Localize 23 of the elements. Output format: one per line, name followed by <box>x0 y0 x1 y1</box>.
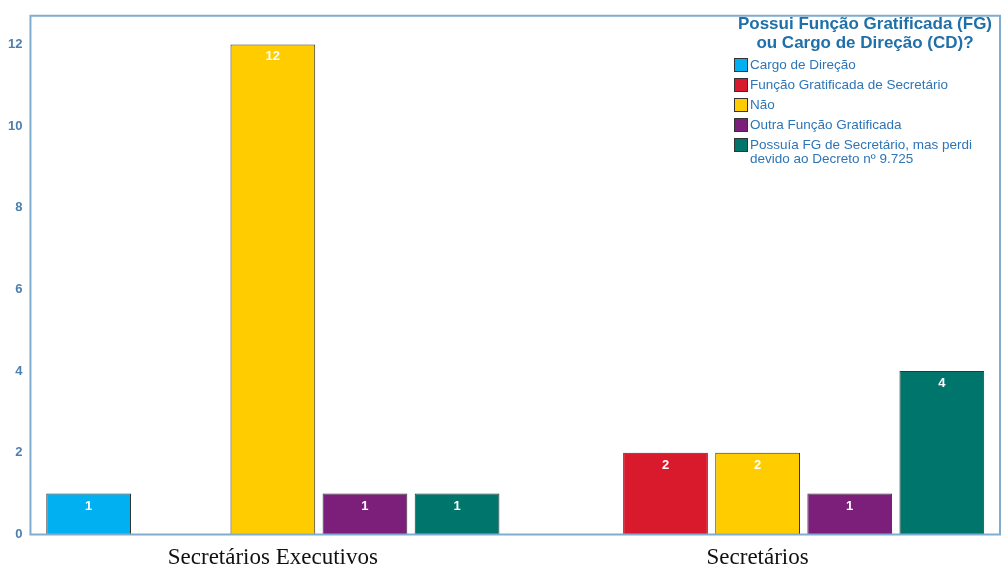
y-tick-label: 2 <box>15 444 23 460</box>
x-tick-label: Secretários Executivos <box>167 544 378 570</box>
y-tick-label: 0 <box>15 525 23 541</box>
data-label: 1 <box>846 497 854 513</box>
data-label: 1 <box>453 497 461 513</box>
data-label: 12 <box>265 48 281 64</box>
legend-label: Outra Função Gratificada <box>750 117 902 132</box>
legend-label: Não <box>750 97 775 112</box>
legend-label: Cargo de Direção <box>750 57 856 72</box>
data-label: 1 <box>361 497 369 513</box>
x-tick-label: Secretários <box>706 544 809 570</box>
y-tick-label: 12 <box>7 35 23 51</box>
y-tick-label: 6 <box>15 280 23 296</box>
legend-label: Possuía FG de Secretário, mas perdi devido ao Decreto nº 9.725 <box>750 137 974 166</box>
legend-label: Função Gratificada de Secretário <box>750 77 949 92</box>
data-label: 2 <box>754 456 762 472</box>
data-label: 2 <box>661 456 670 472</box>
legend-title: Possui Função Gratificada (FG) ou Cargo de Direção (CD)? <box>736 14 994 52</box>
y-tick-label: 8 <box>15 199 23 215</box>
data-label: 4 <box>938 375 947 391</box>
y-tick-label: 4 <box>15 362 24 378</box>
y-tick-label: 10 <box>7 117 23 133</box>
data-label: 1 <box>85 497 93 513</box>
